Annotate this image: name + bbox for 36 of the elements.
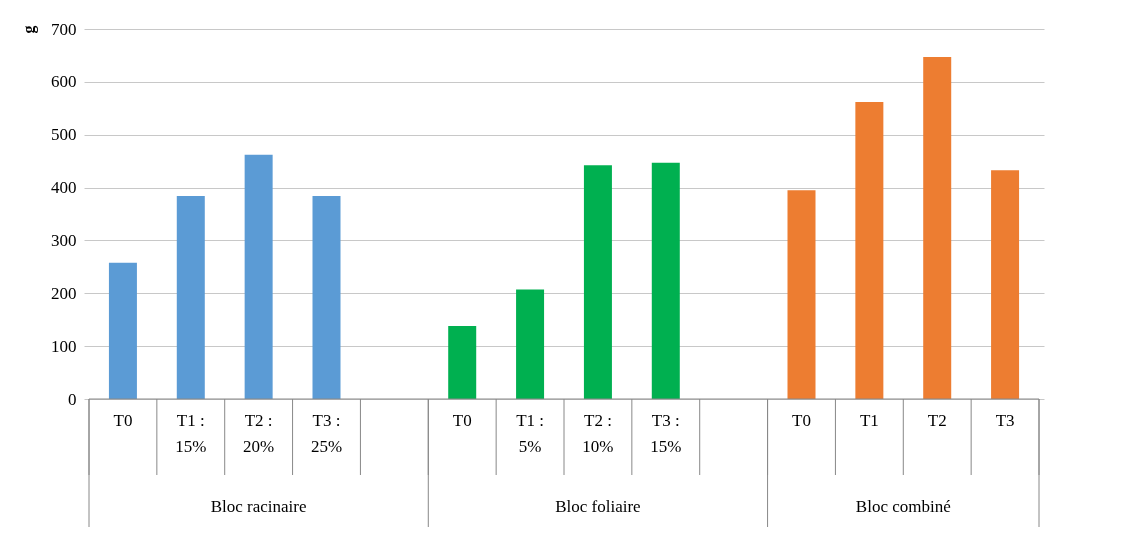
y-tick-label: 200 [51, 283, 77, 303]
x-tick-label: T3 [995, 411, 1015, 430]
y-tick-label: 0 [68, 389, 77, 409]
x-tick-label: T1 : 5% [516, 411, 544, 456]
x-tick-label: T0 [792, 411, 811, 430]
x-tick-label: T1 : 15% [175, 411, 207, 456]
bar [176, 196, 205, 399]
bar [923, 57, 952, 399]
bar [108, 262, 137, 399]
bar [448, 326, 477, 399]
y-tick-label: 500 [51, 125, 77, 145]
bar [787, 190, 816, 399]
bar [651, 162, 680, 399]
bar [855, 101, 884, 399]
bar [583, 165, 612, 399]
bar [312, 196, 341, 399]
y-tick-label: 100 [51, 336, 77, 356]
y-tick-label: 400 [51, 178, 77, 198]
x-tick-label: T2 : 10% [582, 411, 614, 456]
bar [244, 154, 273, 399]
y-tick-label: 300 [51, 230, 77, 250]
y-tick-label: 700 [51, 19, 77, 39]
x-tick-label: T2 [927, 411, 947, 430]
text: Bloc combiné [855, 497, 951, 516]
x-tick-label: T0 [452, 411, 472, 430]
x-tick-label: T3 : 15% [650, 411, 682, 456]
x-tick-label: T1 [859, 411, 879, 430]
x-tick-label: T3 : 25% [310, 411, 343, 456]
text: Bloc racinaire [210, 497, 307, 516]
y-tick-label: 600 [51, 72, 77, 92]
x-tick-label: T0 [113, 411, 133, 430]
bar [991, 170, 1020, 399]
y-axis-title: g [19, 25, 38, 34]
bar [516, 289, 545, 399]
x-tick-label: T2 : 20% [243, 411, 275, 456]
text: Bloc foliaire [555, 497, 641, 516]
